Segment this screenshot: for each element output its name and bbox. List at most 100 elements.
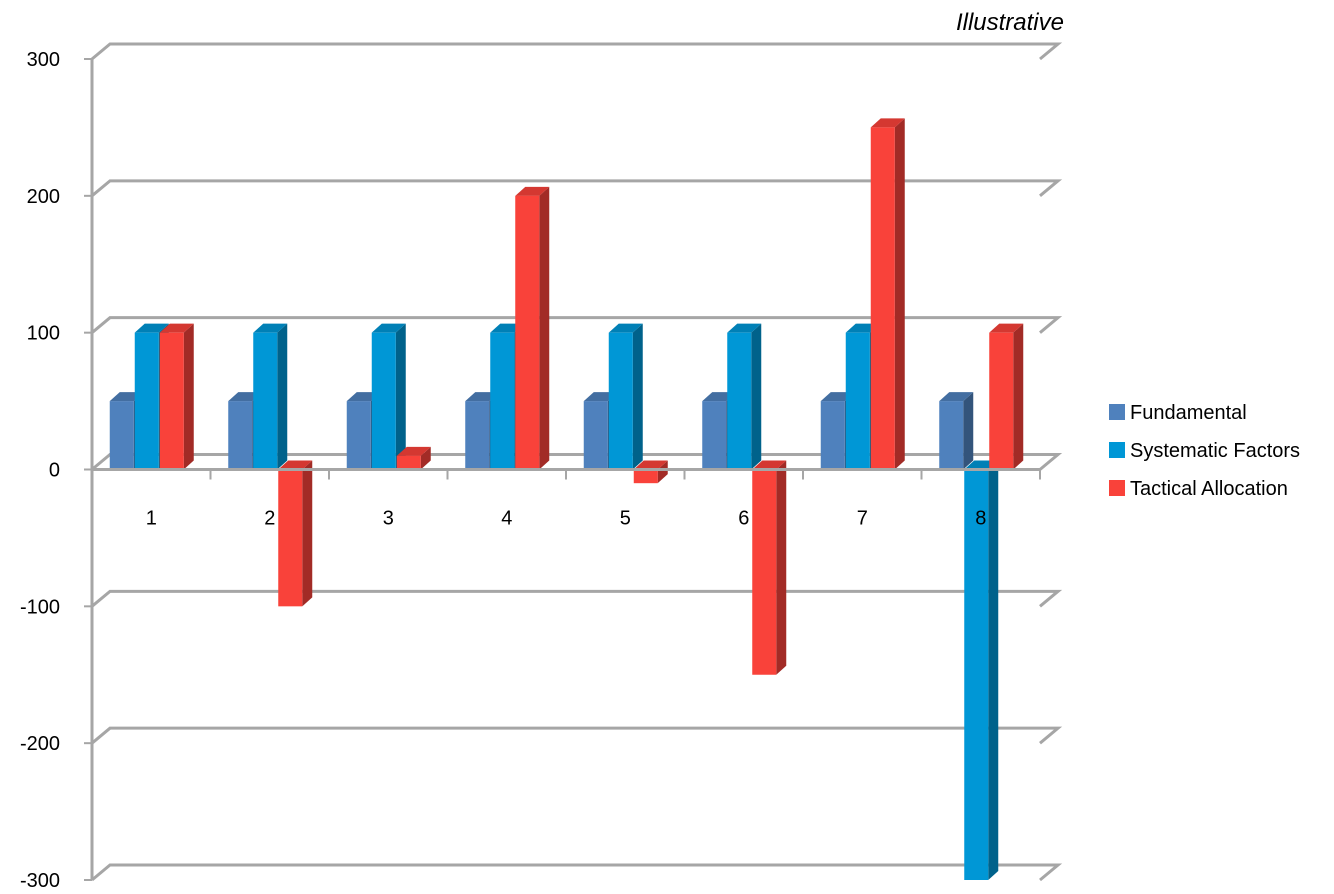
- bar-top: [939, 392, 974, 402]
- bar-front: [727, 332, 752, 470]
- bar-top: [608, 323, 643, 333]
- x-tick-label: 2: [264, 508, 275, 530]
- bar: [253, 323, 288, 470]
- bar: [727, 323, 762, 470]
- y-tick-label: 100: [27, 323, 60, 345]
- x-tick-label: 3: [383, 508, 394, 530]
- gridline: [91, 863, 1063, 882]
- bar-front: [752, 469, 777, 675]
- bar-top: [989, 323, 1024, 333]
- bar-side: [395, 323, 406, 470]
- x-axis: 1 2 3 4 5 6 7 8: [91, 468, 1041, 530]
- bar: [396, 446, 431, 470]
- x-tick-label: 1: [146, 508, 157, 530]
- bar: [515, 186, 550, 470]
- gridline: [91, 42, 1063, 61]
- bar-front: [346, 401, 371, 470]
- bar-side: [632, 323, 643, 470]
- y-tick-label: -200: [20, 733, 60, 755]
- bar-side: [539, 186, 550, 470]
- y-tick-label: 0: [49, 460, 60, 482]
- y-axis: 300 200 100 0 -100 -200 -300: [20, 49, 94, 892]
- bar-side: [420, 446, 431, 470]
- bar-front: [820, 401, 845, 470]
- x-tick-label: 5: [620, 508, 631, 530]
- bar-front: [134, 332, 159, 470]
- bar: [608, 323, 643, 470]
- legend-swatch: [1109, 480, 1125, 496]
- legend-label: Tactical Allocation: [1130, 478, 1288, 500]
- bar: [633, 460, 668, 484]
- bar-top: [396, 446, 431, 456]
- bar-side: [183, 323, 194, 470]
- bar-side: [1013, 323, 1024, 470]
- bar-top: [134, 323, 169, 333]
- gridline: [91, 589, 1063, 608]
- bar-top: [870, 118, 905, 128]
- bars: [109, 118, 1024, 880]
- bar-front: [109, 401, 134, 470]
- bar-top: [727, 323, 762, 333]
- chart-annotation: Illustrative: [956, 9, 1064, 36]
- legend-label: Fundamental: [1130, 402, 1247, 424]
- bar: [278, 460, 313, 607]
- legend-swatch: [1109, 404, 1125, 420]
- bar-front: [989, 332, 1014, 470]
- bar-front: [396, 455, 421, 470]
- bar-front: [253, 332, 278, 470]
- bar-top: [633, 460, 668, 470]
- bar-side: [963, 392, 974, 470]
- x-tick-label: 6: [738, 508, 749, 530]
- bar-front: [515, 195, 540, 470]
- y-tick-label: 300: [27, 49, 60, 71]
- bar-top: [159, 323, 194, 333]
- bar: [752, 460, 787, 675]
- bar-side: [751, 323, 762, 470]
- legend: Fundamental Systematic Factors Tactical Al…: [1109, 402, 1300, 500]
- bar-side: [988, 460, 999, 880]
- bar-front: [845, 332, 870, 470]
- x-tick-label: 8: [975, 508, 986, 530]
- bar-front: [870, 127, 895, 470]
- bar-front: [278, 469, 303, 607]
- bar-front: [371, 332, 396, 470]
- bar-side: [776, 460, 787, 675]
- legend-swatch: [1109, 442, 1125, 458]
- bar: [371, 323, 406, 470]
- bar-front: [465, 401, 490, 470]
- bar-side: [302, 460, 313, 607]
- bar-top: [253, 323, 288, 333]
- bar-front: [702, 401, 727, 470]
- bar-side: [277, 323, 288, 470]
- gridlines: [91, 42, 1063, 882]
- bar: [939, 392, 974, 470]
- bar-top: [371, 323, 406, 333]
- bar-front: [964, 469, 989, 880]
- x-tick-label: 7: [857, 508, 868, 530]
- bar-front: [633, 469, 658, 484]
- bar-side: [657, 460, 668, 484]
- bar-side: [894, 118, 905, 470]
- x-tick-label: 4: [501, 508, 512, 530]
- gridline: [91, 179, 1063, 197]
- bar-front: [939, 401, 964, 470]
- y-tick-label: -100: [20, 596, 60, 618]
- bar-front: [490, 332, 515, 470]
- bar-top: [752, 460, 787, 470]
- bar-top: [515, 186, 550, 196]
- bar: [989, 323, 1024, 470]
- bar-top: [278, 460, 313, 470]
- y-tick-label: -300: [20, 870, 60, 892]
- y-tick-label: 200: [27, 186, 60, 208]
- legend-label: Systematic Factors: [1130, 440, 1300, 462]
- bar: [870, 118, 905, 470]
- bar-front: [583, 401, 608, 470]
- bar: [159, 323, 194, 470]
- bar-front: [159, 332, 184, 470]
- bar-front: [608, 332, 633, 470]
- gridline: [91, 726, 1063, 745]
- bar: [964, 460, 999, 880]
- gridline: [91, 316, 1063, 334]
- bar-front: [228, 401, 253, 470]
